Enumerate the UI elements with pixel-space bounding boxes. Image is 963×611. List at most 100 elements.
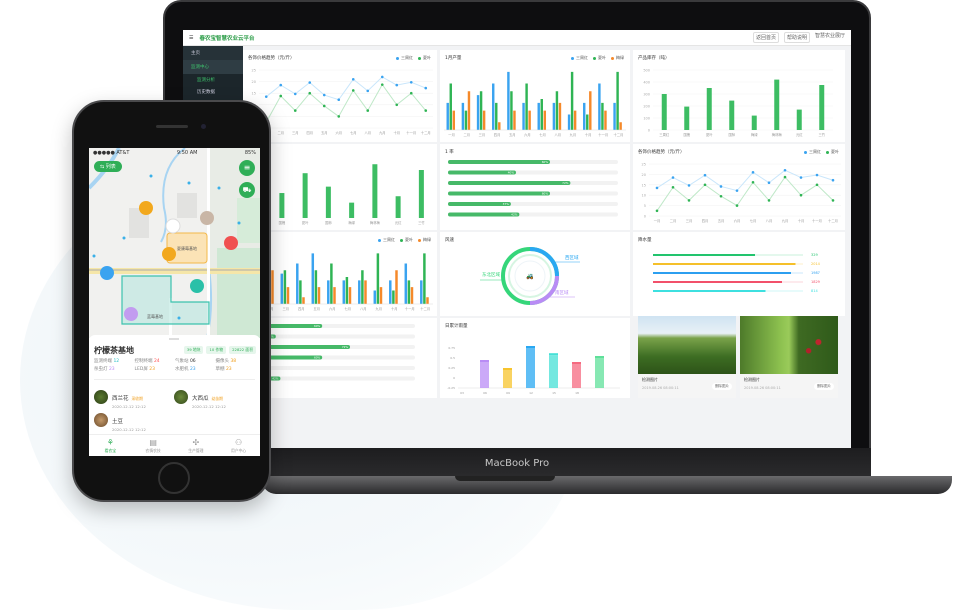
device-stats: 监测终端 12 控制终端 24 气象站 06 摄像头 38 杀虫灯 23 LED屏 23 水… xyxy=(94,358,256,372)
bar xyxy=(482,110,486,130)
data-point xyxy=(380,75,384,79)
data-point xyxy=(293,109,297,112)
tractor-icon: 🚜 xyxy=(526,273,534,280)
legend-item: 夏叶 xyxy=(598,55,606,60)
sidebar-sub-analysis[interactable]: 监测分析 xyxy=(183,74,243,86)
x-tick-label: 十一月 xyxy=(812,218,822,223)
delete-photo-button[interactable]: 删除图片 xyxy=(712,383,732,390)
data-point xyxy=(735,189,739,192)
map[interactable]: 夏康莓基地 蓝莓基地 ⇆ 列表 ≡ ⛟ xyxy=(89,148,260,339)
x-tick-label: 三周红 xyxy=(659,132,670,137)
delete-photo-button[interactable]: 删除图片 xyxy=(814,383,834,390)
progress-fill xyxy=(448,181,571,185)
legend-item: 夏叶 xyxy=(405,237,413,242)
data-point xyxy=(351,89,355,92)
rain-fill xyxy=(653,281,782,283)
y-tick-label: 300 xyxy=(643,93,650,97)
x-tick-label: 十月 xyxy=(391,306,398,311)
progress-label: 60% xyxy=(542,160,549,164)
phone-speaker xyxy=(156,125,188,128)
crop-item[interactable]: 大西瓜 幼苗期 2020.12.12 12:12 xyxy=(174,385,226,409)
photo-card[interactable]: 检测图片 2019.08.26 08:00:11 删除图片 xyxy=(740,316,838,398)
rate-panel-2: 60%40%72%60%37%42% xyxy=(183,318,437,398)
help-button[interactable]: 帮助说明 xyxy=(783,32,810,43)
data-point xyxy=(719,194,723,198)
camera-marker xyxy=(162,247,176,261)
y-tick-label: 25 xyxy=(252,69,256,73)
stat-item: LED屏 23 xyxy=(134,367,155,372)
bar xyxy=(540,99,543,130)
series-line xyxy=(656,176,834,212)
bar xyxy=(525,83,528,130)
y-tick-label: 0 xyxy=(453,376,455,380)
x-tick-label: 九月 xyxy=(570,132,577,137)
progress-label: 42% xyxy=(272,377,279,381)
x-tick-label: 十一月 xyxy=(405,306,415,311)
data-point xyxy=(279,83,283,87)
wind-title: 风速 xyxy=(445,238,454,243)
user-icon: ⚇ xyxy=(235,438,243,447)
y-tick-label: 20 xyxy=(642,173,646,177)
sidebar-item-monitor[interactable]: 监测中心 xyxy=(183,60,243,74)
bar xyxy=(586,114,589,130)
bar xyxy=(296,263,299,304)
alarm-marker xyxy=(224,236,238,250)
x-tick-label: 四月 xyxy=(494,133,501,137)
x-tick-label: 元红 xyxy=(395,220,402,225)
rain-value: 1987 xyxy=(811,271,820,275)
home-button[interactable]: 返回首页 xyxy=(752,32,779,43)
x-tick-label: 九月 xyxy=(379,130,386,135)
rain-fill xyxy=(653,263,796,265)
bar xyxy=(361,270,364,304)
region-south: 南区域 xyxy=(555,289,569,296)
filter-icon[interactable]: ≡ xyxy=(239,160,255,176)
tab-agri-info[interactable]: ▤ 农情农技 xyxy=(132,435,175,456)
bar xyxy=(342,280,346,304)
bar xyxy=(379,287,383,304)
x-tick-label: 六月 xyxy=(524,132,531,137)
data-point xyxy=(279,94,283,98)
bar xyxy=(364,280,367,304)
data-point xyxy=(308,81,312,84)
bar xyxy=(522,102,525,130)
photo-card[interactable]: 检测图片 2019.08.26 08:00:11 删除图片 xyxy=(638,316,736,398)
sidebar-item-home[interactable]: 主页 xyxy=(191,51,200,56)
legend-item: 三周红 xyxy=(396,55,413,61)
crop-item[interactable]: 西兰花 采收期 2020.12.12 12:12 xyxy=(94,385,146,409)
list-button[interactable]: ⇆ 列表 xyxy=(94,161,122,172)
data-point xyxy=(337,98,341,101)
tab-production[interactable]: ✣ 生产管理 xyxy=(175,435,218,456)
bar xyxy=(616,71,619,130)
x-tick-label: 15 xyxy=(552,391,556,395)
y-tick-label: 0.75 xyxy=(448,346,455,350)
x-tick-label: 12 xyxy=(529,391,533,395)
wind-gauge: 🚜 西区域 东北区域 南区域 xyxy=(480,247,580,305)
y-tick-label: 15 xyxy=(252,92,256,96)
crop-item[interactable]: 土豆 2020.12.12 12:12 xyxy=(94,408,146,432)
x-tick-label: 18 xyxy=(575,391,579,395)
x-tick-label: 一月 xyxy=(654,219,661,223)
menu-icon[interactable]: ☰ xyxy=(189,34,194,41)
bar xyxy=(604,110,607,130)
user-menu[interactable]: 智慧农业展厅 xyxy=(814,33,845,39)
output-title: 1月产量 xyxy=(445,56,462,61)
stat-item: 控制终端 24 xyxy=(134,359,160,364)
home-button[interactable] xyxy=(158,462,190,494)
y-tick-label: 0 xyxy=(648,129,650,133)
tag-crops: 10 作物 xyxy=(206,346,227,354)
x-tick-label: 六月 xyxy=(329,306,336,311)
machine-icon[interactable]: ⛟ xyxy=(239,182,255,198)
tab-home[interactable]: ⚘ 看农宝 xyxy=(89,435,132,456)
x-tick-label: 七月 xyxy=(350,130,357,135)
sidebar-sub-history[interactable]: 历史数据 xyxy=(183,86,243,98)
y-tick-label: 0.5 xyxy=(450,356,455,360)
data-point xyxy=(351,77,355,81)
bar xyxy=(751,115,757,130)
bar xyxy=(373,290,377,304)
legend-item: 三周红 xyxy=(809,149,821,154)
tab-user[interactable]: ⚇ 用户中心 xyxy=(217,435,260,456)
drag-handle[interactable] xyxy=(169,338,179,340)
x-tick-label: 09 xyxy=(506,391,510,395)
progress-fill xyxy=(448,212,520,217)
